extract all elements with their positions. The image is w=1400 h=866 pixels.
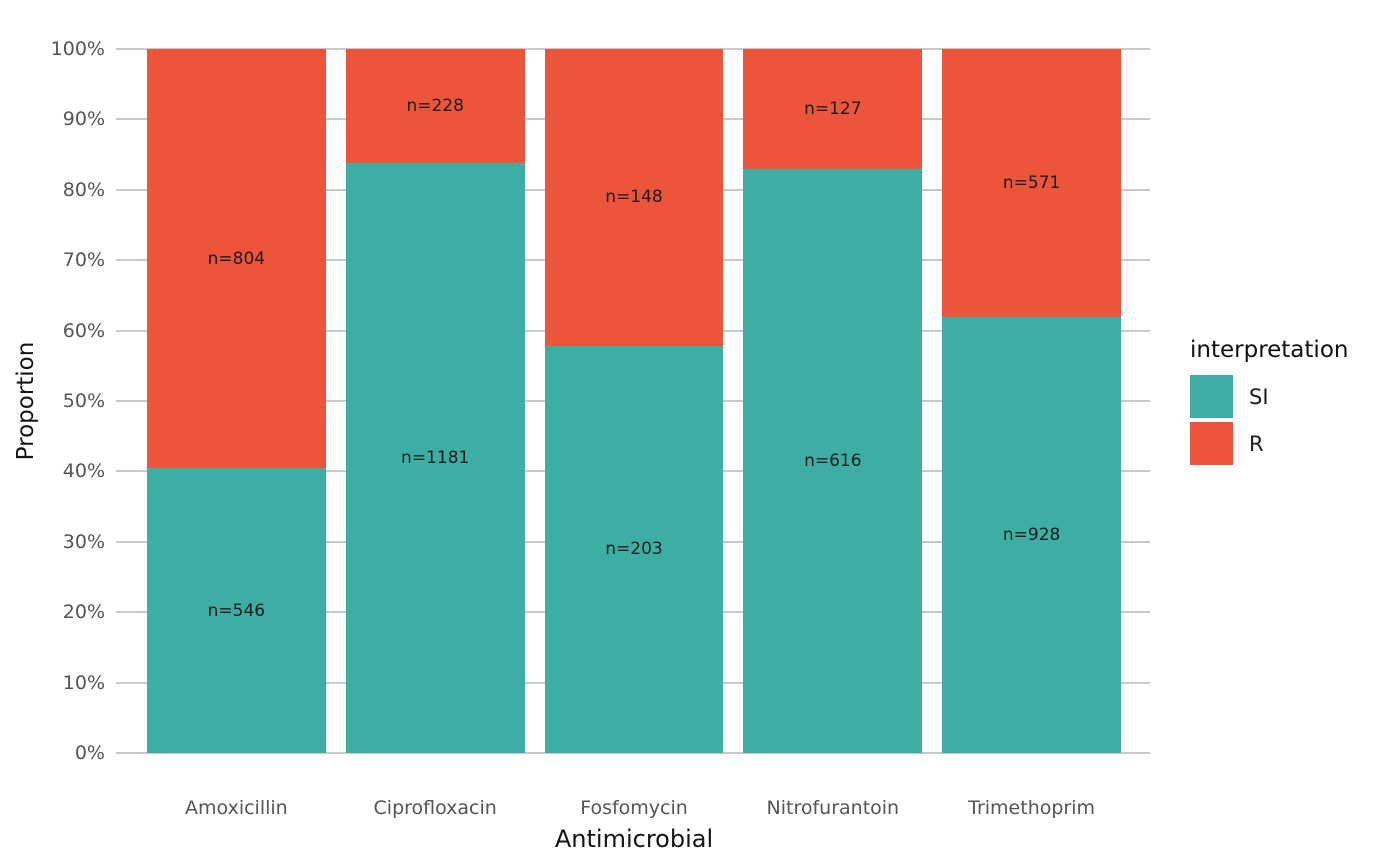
count-label-r-Nitrofurantoin: n=127 [804, 99, 862, 120]
count-label-si-Ciprofloxacin: n=1181 [401, 447, 470, 468]
legend-item-si: SI [1190, 375, 1348, 418]
count-label-r-Ciprofloxacin: n=228 [406, 95, 464, 116]
count-label-r-Fosfomycin: n=148 [605, 187, 663, 208]
y-tick-label-60%: 60% [62, 319, 105, 342]
bar-segment-r-Nitrofurantoin [743, 49, 923, 170]
y-tick-label-10%: 10% [62, 671, 105, 694]
count-label-si-Amoxicillin: n=546 [207, 600, 266, 621]
x-axis-title: Antimicrobial [554, 825, 714, 853]
x-tick-label-Amoxicillin: Amoxicillin [185, 797, 288, 819]
bar-segment-r-Trimethoprim [942, 49, 1122, 318]
y-tick-label-0%: 0% [74, 742, 105, 764]
x-tick-label-Trimethoprim: Trimethoprim [968, 797, 1096, 819]
legend-label-si: SI [1249, 384, 1269, 409]
x-tick-label-Fosfomycin: Fosfomycin [580, 797, 688, 819]
bar-segment-si-Trimethoprim [942, 317, 1122, 753]
gridline-0% [116, 752, 1150, 754]
y-tick-label-70%: 70% [62, 249, 105, 272]
bar-segment-si-Amoxicillin [146, 468, 326, 753]
legend-title: interpretation [1190, 337, 1349, 363]
si-color-swatch [1190, 375, 1233, 418]
y-tick-label-30%: 30% [62, 530, 105, 553]
y-tick-label-90%: 90% [62, 108, 105, 131]
bar-segment-r-Ciprofloxacin [345, 49, 525, 163]
bar-segment-si-Ciprofloxacin [345, 162, 525, 753]
r-color-swatch [1190, 422, 1233, 465]
count-label-r-Amoxicillin: n=804 [207, 248, 266, 269]
y-tick-label-100%: 100% [50, 38, 105, 60]
count-label-si-Nitrofurantoin: n=616 [804, 451, 862, 472]
y-tick-label-20%: 20% [62, 601, 105, 624]
count-label-r-Trimethoprim: n=571 [1002, 173, 1061, 194]
y-tick-label-40%: 40% [62, 460, 105, 483]
bar-segment-r-Fosfomycin [544, 49, 724, 346]
bar-segment-si-Fosfomycin [544, 345, 724, 753]
bar-segment-r-Amoxicillin [146, 49, 326, 469]
y-tick-label-80%: 80% [62, 178, 105, 201]
count-label-si-Fosfomycin: n=203 [605, 539, 663, 560]
legend: interpretation SI R [1190, 337, 1348, 469]
x-tick-label-Nitrofurantoin: Nitrofurantoin [766, 797, 900, 819]
legend-label-r: R [1249, 431, 1264, 456]
bar-segment-si-Nitrofurantoin [743, 169, 923, 753]
legend-item-r: R [1190, 422, 1348, 465]
y-tick-label-50%: 50% [62, 390, 105, 412]
count-label-si-Trimethoprim: n=928 [1002, 525, 1061, 546]
x-tick-label-Ciprofloxacin: Ciprofloxacin [373, 797, 497, 819]
